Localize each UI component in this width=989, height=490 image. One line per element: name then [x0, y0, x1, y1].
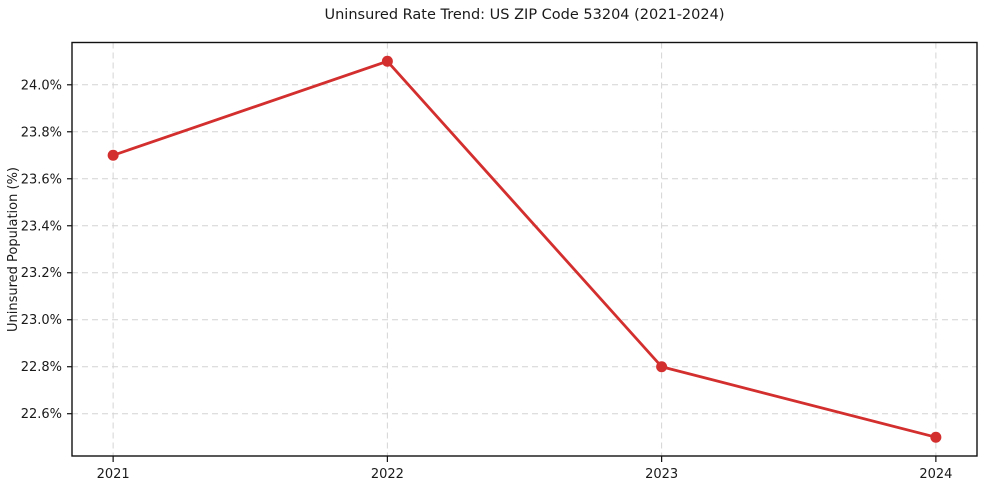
y-tick-label: 23.6% — [21, 172, 62, 187]
data-point — [381, 55, 393, 67]
y-tick-label: 23.8% — [21, 125, 62, 140]
y-tick-label: 23.2% — [21, 266, 62, 281]
data-point — [107, 149, 119, 161]
axes-frame — [71, 41, 978, 457]
x-tick-label: 2023 — [645, 467, 678, 482]
y-tick-label: 22.6% — [21, 407, 62, 422]
x-tick-label: 2021 — [97, 467, 130, 482]
chart-title: Uninsured Rate Trend: US ZIP Code 53204 … — [324, 7, 725, 23]
data-point — [930, 431, 942, 443]
trend-line — [111, 59, 938, 439]
x-tick-label: 2022 — [371, 467, 404, 482]
x-tick-label: 2024 — [919, 467, 952, 482]
y-tick-label: 24.0% — [21, 78, 62, 93]
data-point — [656, 361, 668, 373]
y-tick-label: 23.4% — [21, 219, 62, 234]
y-tick-label: 22.8% — [21, 360, 62, 375]
y-tick-label: 23.0% — [21, 313, 62, 328]
